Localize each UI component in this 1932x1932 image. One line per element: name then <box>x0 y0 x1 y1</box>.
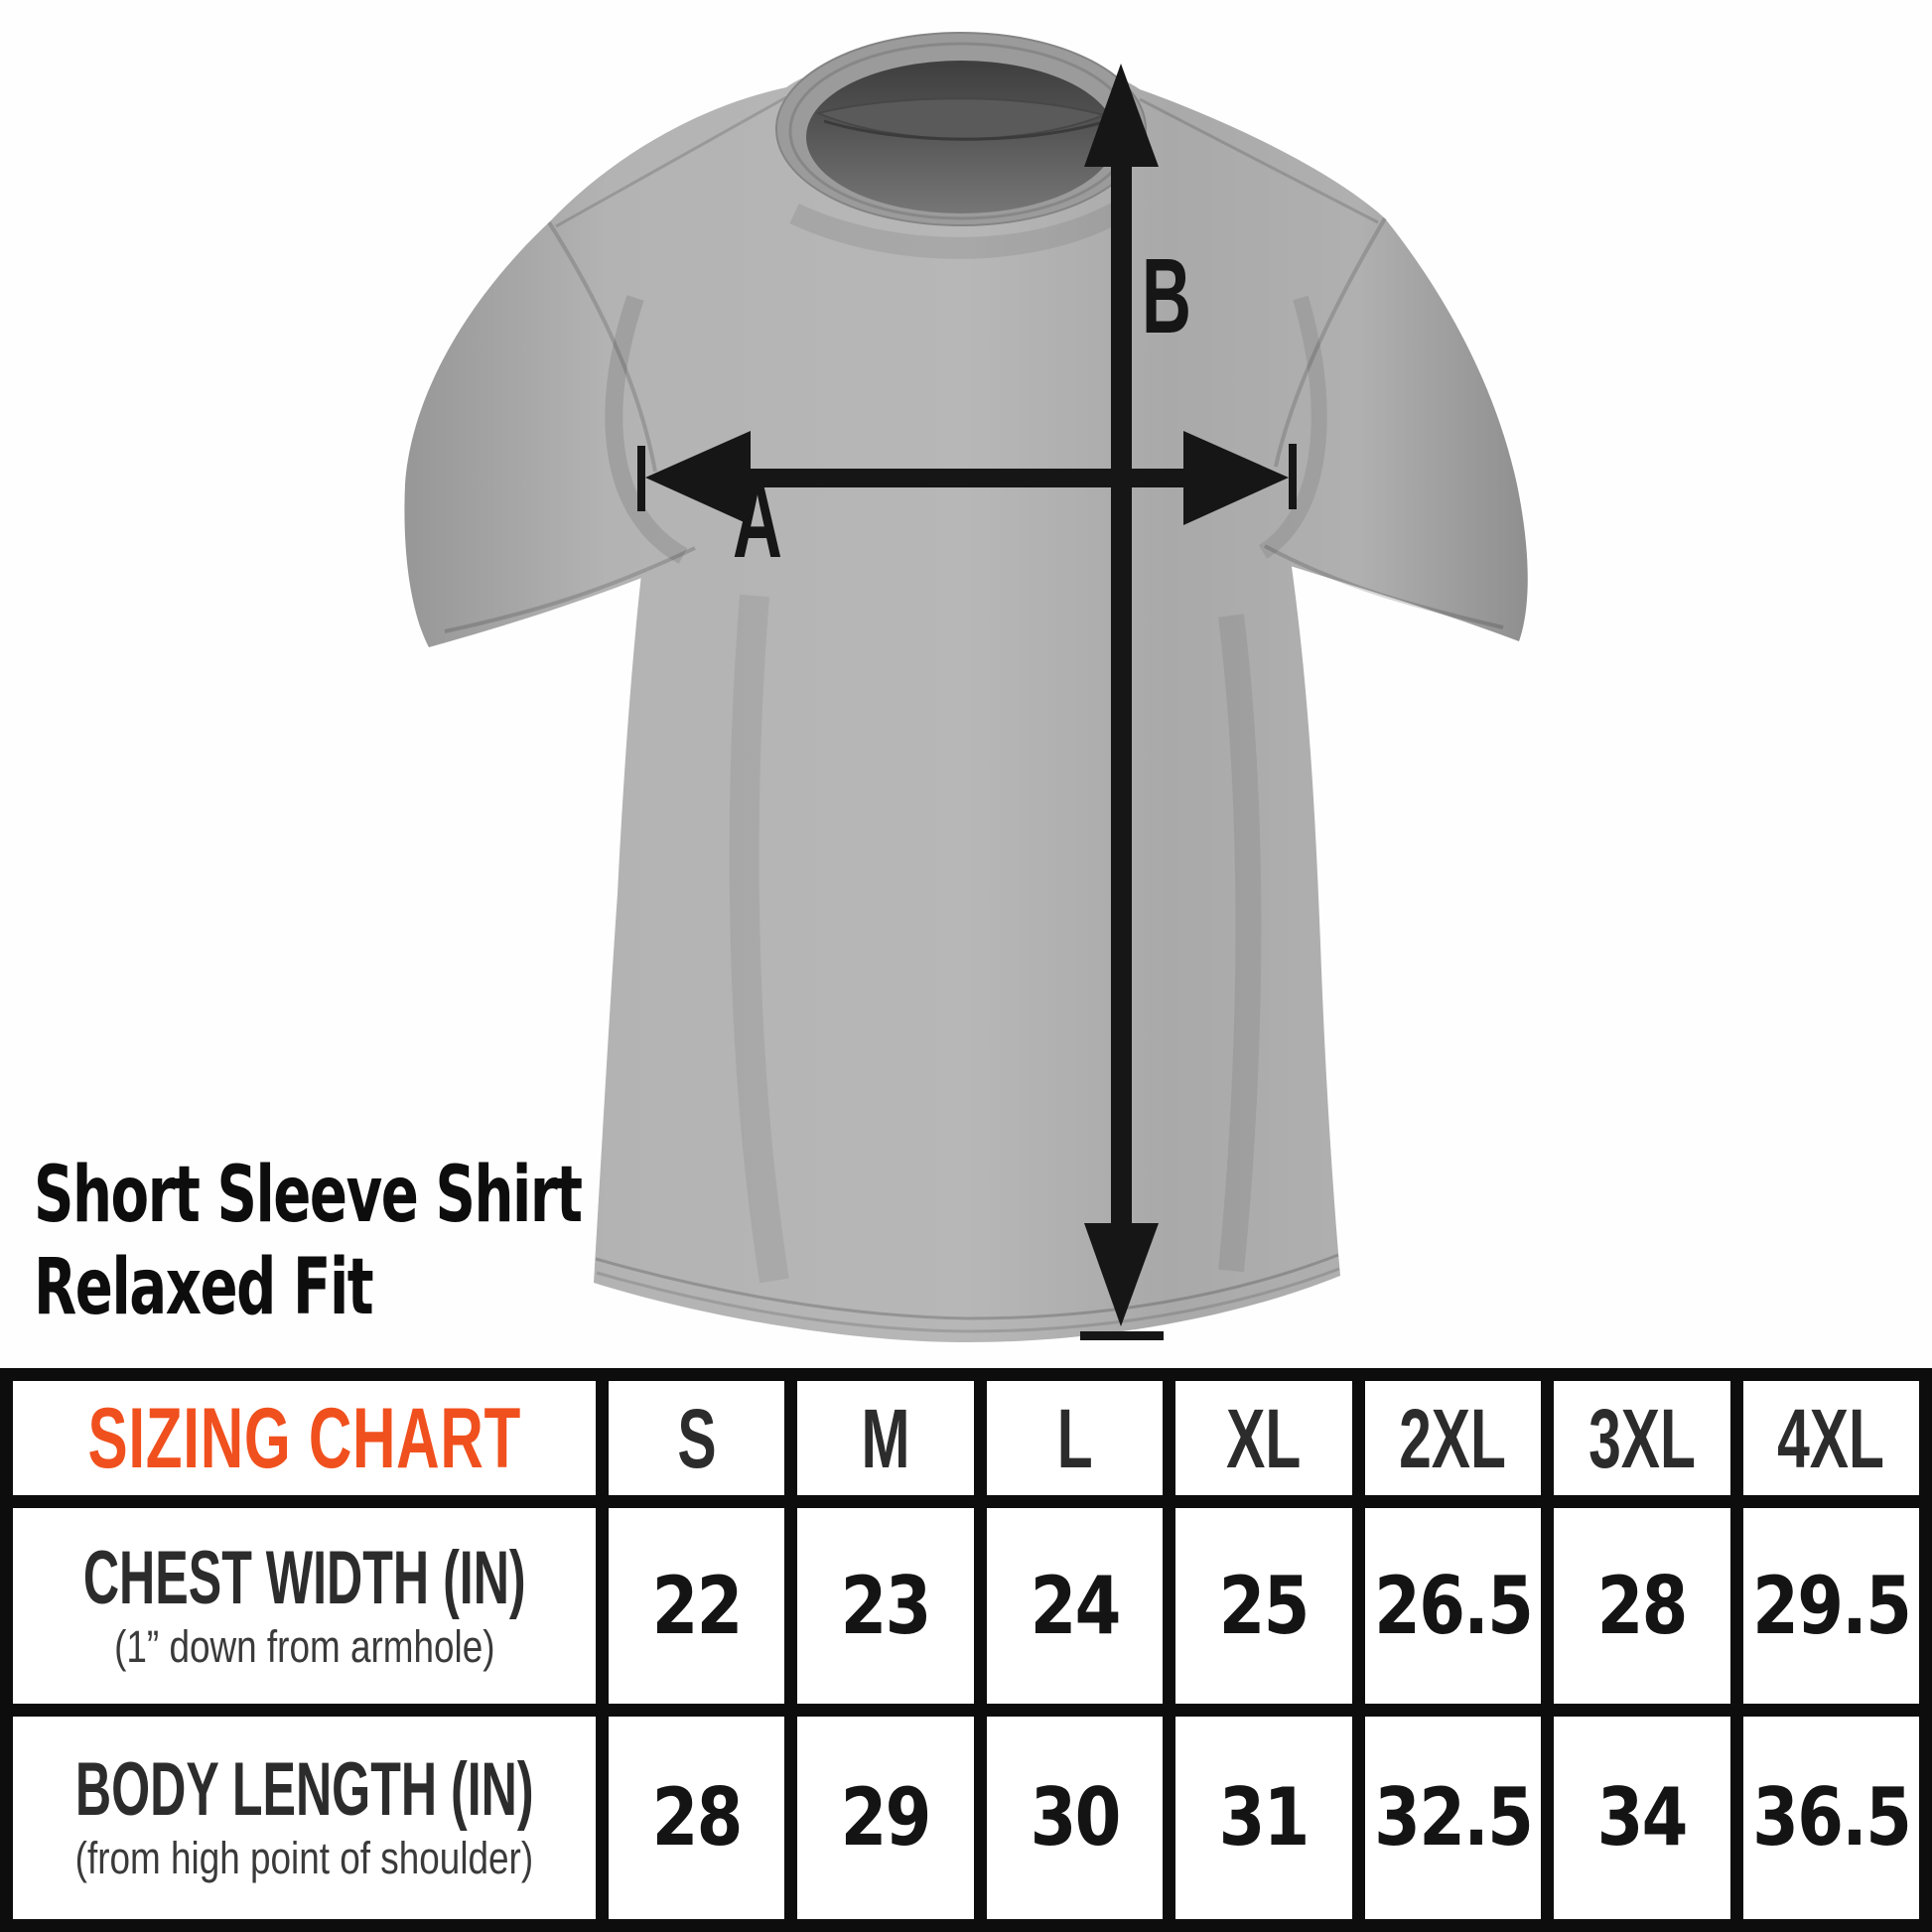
chest-width-value-l: 24 <box>986 1508 1164 1704</box>
sizing-chart-title: SIZING CHART <box>87 1390 521 1486</box>
tshirt-body <box>404 53 1528 1343</box>
sizing-table: SIZING CHART S M L XL 2XL 3XL 4XL CHEST … <box>0 1368 1932 1932</box>
body-length-value-2xl: 32.5 <box>1364 1717 1542 1919</box>
chest-width-value-3xl: 28 <box>1554 1508 1730 1704</box>
body-length-value-xl: 31 <box>1175 1717 1352 1919</box>
chest-width-value-m: 23 <box>797 1508 974 1704</box>
product-title-line2: Relaxed Fit <box>34 1243 374 1332</box>
size-header-2xl: 2XL <box>1364 1381 1542 1495</box>
tshirt-graphic <box>404 32 1528 1343</box>
chest-width-value-2xl: 26.5 <box>1364 1508 1542 1704</box>
body-length-value-s: 28 <box>609 1717 785 1919</box>
chest-width-value-4xl: 29.5 <box>1742 1508 1919 1704</box>
body-length-value-m: 29 <box>797 1717 974 1919</box>
body-length-value-3xl: 34 <box>1554 1717 1730 1919</box>
size-header-3xl: 3XL <box>1554 1381 1730 1495</box>
size-header-xl: XL <box>1175 1381 1352 1495</box>
size-header-s: S <box>609 1381 785 1495</box>
chest-width-value-s: 22 <box>609 1508 785 1704</box>
row-label-body-length: BODY LENGTH (IN) (from high point of sho… <box>13 1717 596 1919</box>
product-title: Short Sleeve Shirt Relaxed Fit <box>34 1150 794 1334</box>
product-title-line1: Short Sleeve Shirt <box>34 1151 583 1240</box>
tshirt-collar <box>775 32 1147 226</box>
body-length-arrow <box>1080 64 1164 1340</box>
measurement-label-a: A <box>733 460 782 580</box>
size-header-l: L <box>986 1381 1164 1495</box>
size-header-m: M <box>797 1381 974 1495</box>
chest-width-value-xl: 25 <box>1175 1508 1352 1704</box>
body-length-value-l: 30 <box>986 1717 1164 1919</box>
row-label-chest-width: CHEST WIDTH (IN) (1” down from armhole) <box>13 1508 596 1704</box>
size-header-4xl: 4XL <box>1742 1381 1919 1495</box>
sizing-chart-title-cell: SIZING CHART <box>13 1381 596 1495</box>
measurement-label-b: B <box>1142 235 1191 355</box>
body-length-value-4xl: 36.5 <box>1742 1717 1919 1919</box>
